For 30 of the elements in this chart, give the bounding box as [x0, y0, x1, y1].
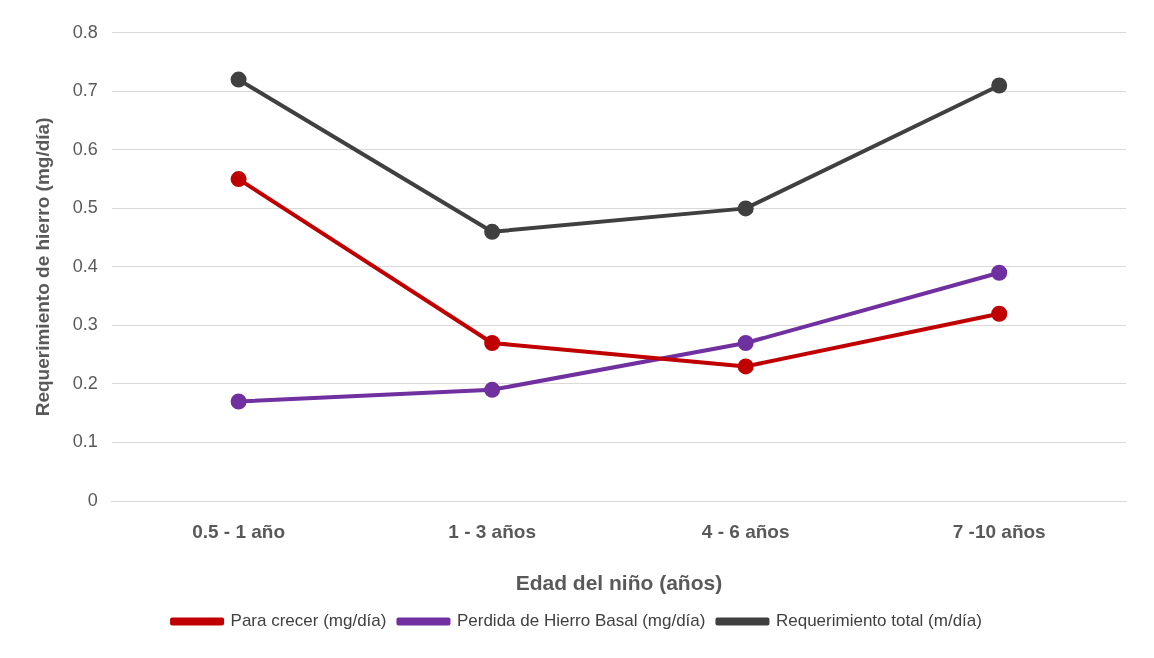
x-axis-title: Edad del niño (años): [515, 571, 723, 595]
y-tick-label: 0.6: [72, 138, 98, 159]
legend-label: Perdida de Hierro Basal (mg/día): [456, 611, 706, 631]
y-tick-label: 0: [87, 489, 98, 510]
x-tick-label: 4 - 6 años: [701, 520, 790, 542]
y-tick-label: 0.2: [72, 372, 98, 393]
point: [230, 71, 247, 88]
legend-label: Requerimiento total (m/día): [775, 611, 982, 631]
y-tick-label: 0.8: [72, 21, 98, 42]
point: [991, 264, 1008, 281]
point: [230, 171, 247, 188]
point: [737, 334, 754, 351]
point: [991, 77, 1008, 94]
y-tick-label: 0.4: [72, 255, 98, 276]
x-tick-label: 1 - 3 años: [448, 520, 536, 542]
point: [737, 200, 754, 217]
x-tick-label: 0.5 - 1 año: [192, 520, 286, 542]
point: [737, 358, 754, 375]
point: [484, 223, 501, 240]
y-axis-title: Requerimiento de hierro (mg/día): [31, 117, 53, 417]
point: [230, 393, 247, 410]
x-tick-label: 7 -10 años: [952, 520, 1046, 542]
point: [991, 305, 1008, 322]
legend-label: Para crecer (mg/día): [230, 611, 387, 631]
y-tick-label: 0.5: [72, 197, 98, 218]
y-tick-label: 0.1: [72, 431, 98, 452]
point: [484, 334, 501, 351]
point: [484, 381, 501, 398]
y-tick-label: 0.3: [72, 314, 98, 335]
y-tick-label: 0.7: [72, 80, 98, 101]
